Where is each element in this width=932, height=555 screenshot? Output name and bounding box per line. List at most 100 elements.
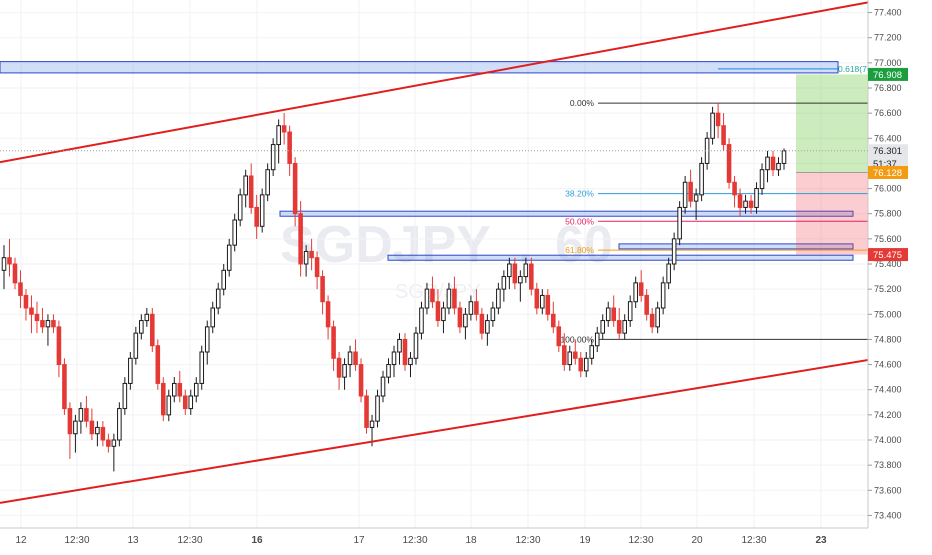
zone-resistance bbox=[0, 61, 839, 74]
x-tick-6: 12:30 bbox=[402, 535, 427, 546]
candle-body-19 bbox=[106, 439, 111, 447]
candle-9 bbox=[51, 314, 56, 334]
candle-body-101 bbox=[556, 326, 562, 347]
y-tick-11: 75.600 bbox=[874, 234, 902, 244]
candle-58 bbox=[320, 270, 325, 315]
candle-54 bbox=[298, 201, 303, 277]
candle-body-76 bbox=[419, 307, 424, 334]
candle-body-137 bbox=[754, 188, 759, 208]
candle-body-47 bbox=[259, 194, 265, 227]
candle-body-113 bbox=[622, 320, 627, 334]
candle-40 bbox=[221, 264, 227, 296]
y-tick-9: 75.200 bbox=[874, 284, 902, 294]
candle-103 bbox=[567, 345, 573, 371]
candle-108 bbox=[594, 326, 600, 352]
candle-71 bbox=[391, 345, 397, 378]
x-axis-panel[interactable] bbox=[0, 528, 932, 550]
candle-53 bbox=[292, 157, 298, 227]
candle-body-10 bbox=[56, 326, 62, 366]
y-tick-15: 76.400 bbox=[874, 133, 902, 143]
candle-body-88 bbox=[485, 320, 490, 334]
candle-15 bbox=[84, 396, 89, 428]
candle-body-142 bbox=[781, 150, 787, 164]
candle-137 bbox=[754, 182, 759, 214]
target-price-tag-bg bbox=[868, 67, 908, 81]
candle-112 bbox=[616, 308, 622, 340]
candle-body-106 bbox=[583, 357, 589, 372]
candle-body-0 bbox=[1, 257, 7, 271]
position-tool[interactable] bbox=[796, 74, 877, 255]
candle-50 bbox=[276, 119, 281, 164]
candle-body-82 bbox=[452, 288, 457, 309]
trend-channel[interactable] bbox=[0, 0, 932, 504]
candle-33 bbox=[182, 389, 188, 415]
candle-body-13 bbox=[73, 420, 78, 435]
candle-body-119 bbox=[655, 307, 660, 328]
candle-45 bbox=[248, 163, 254, 214]
y-axis-panel[interactable] bbox=[868, 0, 932, 528]
channel-upper bbox=[0, 0, 882, 164]
candle-body-49 bbox=[270, 144, 276, 171]
candle-73 bbox=[402, 333, 408, 371]
y-tick-8: 75.000 bbox=[874, 309, 902, 319]
watermark-separator: , bbox=[518, 216, 532, 274]
candle-70 bbox=[386, 358, 391, 384]
candle-5 bbox=[29, 295, 34, 334]
candle-body-72 bbox=[397, 338, 402, 353]
entry-price-tag-bg bbox=[868, 165, 908, 179]
zone-support-2 bbox=[618, 243, 854, 250]
candle-body-11 bbox=[62, 364, 67, 410]
candle-body-121 bbox=[666, 263, 671, 284]
candle-body-4 bbox=[23, 294, 29, 309]
y-tick-16: 76.600 bbox=[874, 108, 902, 118]
candle-43 bbox=[237, 188, 243, 227]
x-tick-11: 20 bbox=[691, 535, 703, 546]
candle-body-20 bbox=[111, 439, 117, 447]
candle-130 bbox=[715, 103, 721, 139]
candle-125 bbox=[688, 169, 693, 208]
candle-111 bbox=[611, 295, 617, 327]
candle-body-89 bbox=[490, 307, 496, 322]
candle-77 bbox=[424, 282, 430, 315]
candle-body-84 bbox=[463, 313, 468, 328]
candle-body-58 bbox=[320, 276, 325, 303]
candle-body-26 bbox=[144, 313, 150, 322]
candle-51 bbox=[281, 113, 287, 145]
candle-body-2 bbox=[12, 263, 18, 284]
zone-support-1 bbox=[279, 210, 854, 217]
candle-95 bbox=[523, 257, 529, 283]
candle-body-50 bbox=[276, 125, 281, 146]
candle-body-67 bbox=[369, 420, 375, 428]
candle-body-33 bbox=[182, 395, 188, 410]
zones bbox=[0, 61, 854, 261]
profit-zone bbox=[796, 74, 877, 173]
candle-113 bbox=[622, 314, 627, 340]
candle-65 bbox=[358, 358, 364, 403]
x-tick-0: 12 bbox=[15, 535, 27, 546]
candle-body-74 bbox=[408, 357, 413, 366]
candle-121 bbox=[666, 257, 671, 290]
candle-35 bbox=[193, 377, 199, 403]
candle-135 bbox=[743, 194, 748, 214]
countdown-tag: 51:37 bbox=[873, 159, 897, 170]
candle-27 bbox=[150, 308, 155, 352]
stop-price-tag: 75.475 bbox=[873, 250, 902, 261]
candle-body-46 bbox=[254, 206, 259, 227]
x-tick-3: 12:30 bbox=[177, 535, 202, 546]
target-price-tag: 76.908 bbox=[873, 70, 902, 81]
zone-support-3 bbox=[387, 254, 854, 261]
fib-label-4: 100.00% bbox=[560, 334, 594, 344]
candle-body-27 bbox=[150, 313, 155, 347]
candle-body-103 bbox=[567, 351, 573, 366]
candle-body-112 bbox=[616, 320, 622, 334]
last-price-tag-bg bbox=[868, 144, 908, 158]
candle-body-71 bbox=[391, 351, 397, 366]
candle-140 bbox=[770, 150, 776, 176]
candle-body-81 bbox=[446, 288, 452, 309]
candle-60 bbox=[331, 320, 336, 371]
candle-2 bbox=[12, 257, 18, 290]
candle-61 bbox=[336, 352, 342, 390]
candle-26 bbox=[144, 308, 150, 327]
candle-body-135 bbox=[743, 200, 748, 208]
